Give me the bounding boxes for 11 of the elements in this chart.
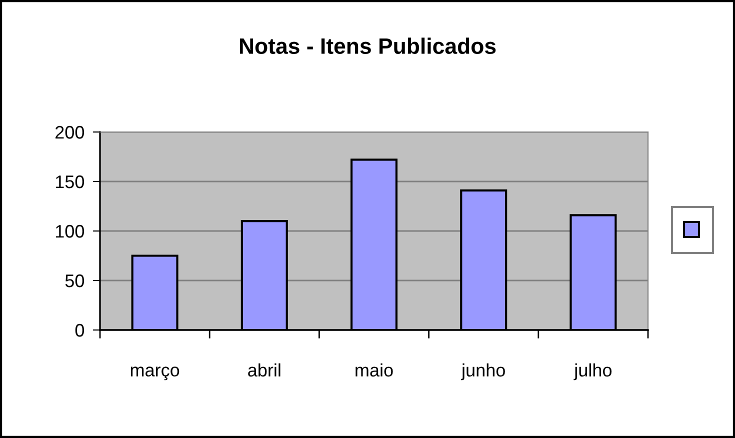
x-tick-label: abril — [248, 363, 280, 377]
y-tick-label: 50 — [65, 274, 84, 288]
chart-title: Notas - Itens Publicados — [240, 38, 496, 54]
x-tick-label: março — [130, 366, 180, 380]
y-tick-label: 0 — [75, 324, 84, 337]
x-tick-label: junho — [461, 363, 505, 380]
y-tick-label: 100 — [56, 224, 84, 238]
y-tick-label: 150 — [56, 175, 84, 188]
x-tick-label: julho — [574, 363, 612, 380]
x-tick-label: maio — [356, 363, 393, 377]
y-tick-label: 200 — [56, 126, 84, 139]
